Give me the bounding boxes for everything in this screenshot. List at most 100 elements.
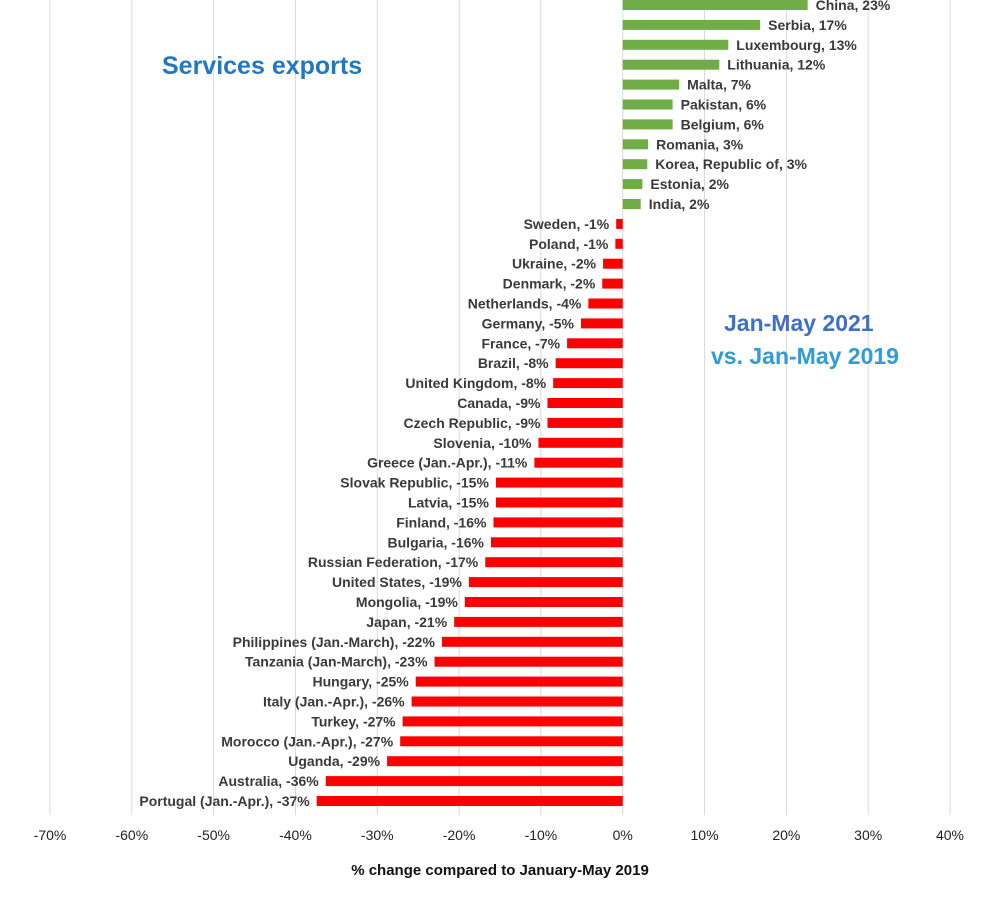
data-label: Bulgaria, -16% [388,534,485,550]
period-label-line2: vs. Jan-May 2019 [711,343,899,369]
data-label: Slovak Republic, -15% [340,475,489,491]
bar-12 [615,238,623,249]
data-label: Tanzania (Jan-March), -23% [245,654,428,670]
data-label: India, 2% [649,196,710,212]
bar-22 [538,437,623,448]
data-label: Hungary, -25% [313,674,410,690]
bar-1 [622,19,761,30]
bar-15 [588,298,623,309]
bar-27 [491,537,623,548]
x-tick-label: -10% [525,827,558,843]
bar-9 [622,179,643,190]
bar-38 [387,756,623,767]
bar-labels: China, 23% Serbia, 17% Luxembourg, 13% Lith… [139,0,891,809]
data-label: Netherlands, -4% [468,296,582,312]
chart-title: Services exports [162,52,363,80]
data-label: Luxembourg, 13% [736,37,857,53]
x-axis-title: % change compared to January-May 2019 [351,862,649,879]
data-label: Romania, 3% [656,136,744,152]
bar-16 [581,318,623,329]
bar-18 [555,358,623,369]
data-label: Mongolia, -19% [356,594,458,610]
data-label: United States, -19% [332,574,462,590]
bar-23 [534,457,623,468]
bar-3 [622,59,720,70]
x-axis-ticks: -70% -60% -50% -40% -30% -20% -10% 0% 10% 20% 30% 4… [34,827,964,843]
bar-21 [547,417,623,428]
x-tick-label: 10% [691,827,719,843]
bar-37 [400,736,623,747]
bar-17 [567,338,623,349]
data-label: China, 23% [816,0,891,13]
bar-31 [454,616,623,627]
bar-35 [411,696,623,707]
data-label: Russian Federation, -17% [308,554,479,570]
data-label: Lithuania, 12% [727,57,826,73]
data-label: Serbia, 17% [768,17,847,33]
bar-36 [402,716,623,727]
data-label: Germany, -5% [482,315,575,331]
data-label: Australia, -36% [218,773,319,789]
data-label: Poland, -1% [529,236,609,252]
data-label: Malta, 7% [687,77,751,93]
bar-11 [616,218,623,229]
bar-40 [316,796,623,806]
data-label: Czech Republic, -9% [404,415,541,431]
bar-25 [495,497,623,508]
bar-20 [547,398,623,408]
data-label: Ukraine, -2% [512,256,597,272]
x-tick-label: 20% [772,827,800,843]
x-tick-label: -30% [361,827,394,843]
bar-10 [622,199,641,209]
period-label-line1: Jan-May 2021 [724,310,874,336]
data-label: Korea, Republic of, 3% [655,156,807,172]
data-label: Japan, -21% [366,614,447,630]
data-label: Pakistan, 6% [681,97,767,113]
data-label: Brazil, -8% [478,355,549,371]
x-tick-label: -40% [279,827,312,843]
x-tick-label: 0% [613,827,633,843]
bar-13 [603,258,623,269]
data-label: Italy (Jan.-Apr.), -26% [263,694,405,710]
bar-0 [622,0,808,10]
data-label: Latvia, -15% [408,495,489,511]
bar-14 [602,278,623,289]
bar-24 [495,477,623,488]
bar-39 [325,776,623,787]
bar-5 [622,99,673,110]
data-label: Greece (Jan.-Apr.), -11% [367,455,528,471]
bar-29 [468,577,623,588]
grid-lines [49,0,951,815]
data-label: Finland, -16% [396,514,487,530]
x-tick-label: 30% [854,827,882,843]
bar-4 [622,79,680,90]
bar-7 [622,139,649,150]
data-label: Canada, -9% [457,395,541,411]
data-label: United Kingdom, -8% [405,375,546,391]
bar-2 [622,39,729,50]
x-tick-label: -50% [197,827,230,843]
data-label: Slovenia, -10% [433,435,532,451]
bars [316,0,808,806]
data-label: Estonia, 2% [650,176,729,192]
data-label: Denmark, -2% [503,276,596,292]
bar-28 [485,557,623,568]
x-tick-label: -60% [115,827,148,843]
bar-19 [553,378,623,389]
data-label: Belgium, 6% [681,116,765,132]
data-label: France, -7% [481,335,560,351]
data-label: Uganda, -29% [288,753,380,769]
bar-26 [493,517,623,528]
data-label: Philippines (Jan.-March), -22% [233,634,436,650]
data-label: Morocco (Jan.-Apr.), -27% [221,733,393,749]
data-label: Sweden, -1% [524,216,610,232]
bar-8 [622,159,648,170]
x-tick-label: 40% [936,827,964,843]
bar-34 [415,676,623,687]
data-label: Turkey, -27% [311,713,396,729]
data-label: Portugal (Jan.-Apr.), -37% [139,793,310,809]
bar-32 [441,636,623,647]
x-tick-label: -20% [443,827,476,843]
bar-30 [464,597,623,607]
